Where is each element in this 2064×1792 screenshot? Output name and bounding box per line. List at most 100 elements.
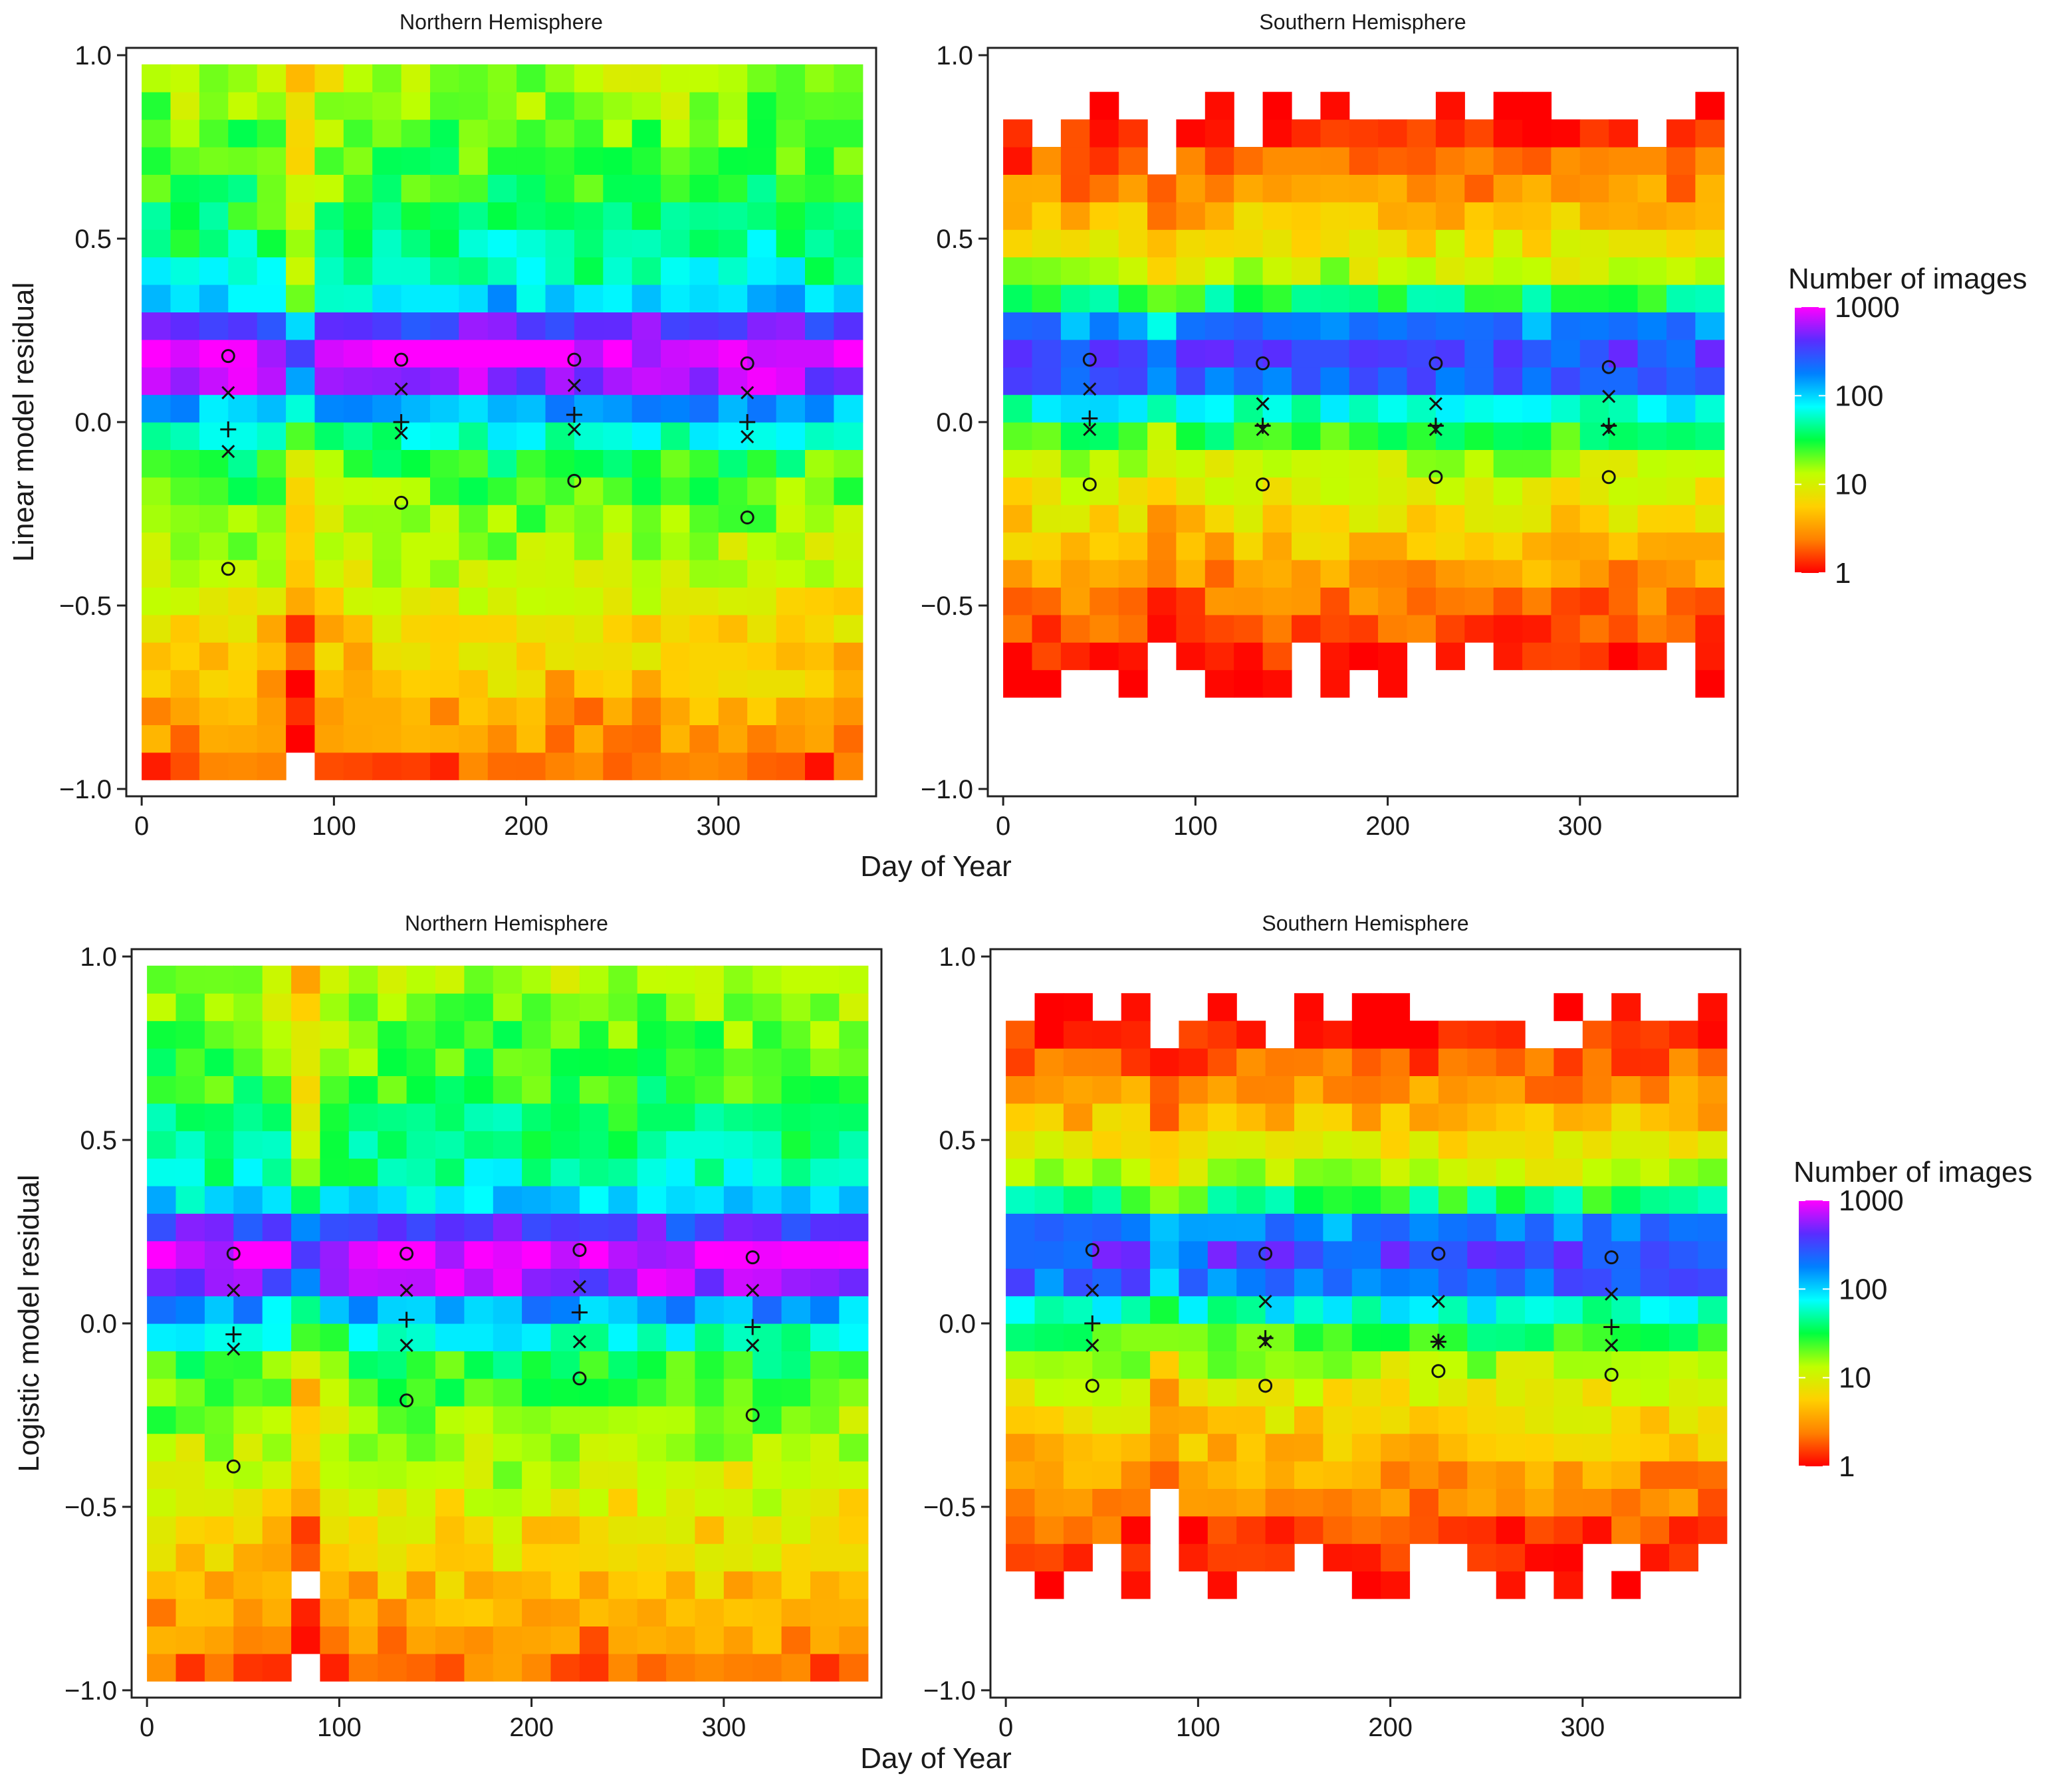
heatmap-cell xyxy=(147,1626,177,1654)
heatmap-cell xyxy=(343,312,373,340)
heatmap-cell xyxy=(1092,1295,1122,1324)
heatmap-cell xyxy=(493,1571,522,1599)
heatmap-cell xyxy=(291,1131,321,1159)
heatmap-cell xyxy=(1582,1075,1612,1104)
heatmap-cell xyxy=(291,1020,321,1049)
heatmap-cell xyxy=(320,1213,350,1242)
heatmap-cell xyxy=(574,229,604,258)
heatmap-cell xyxy=(401,697,431,725)
heatmap-cell xyxy=(661,449,691,478)
y-tick-label: 0.5 xyxy=(939,1126,976,1155)
heatmap-cell xyxy=(1063,993,1093,1022)
heatmap-cell xyxy=(781,1131,811,1159)
heatmap-cell xyxy=(320,1323,350,1351)
heatmap-cell xyxy=(1525,1186,1555,1214)
heatmap-cell xyxy=(1349,477,1379,505)
heatmap-cell xyxy=(175,1406,205,1434)
heatmap-cell xyxy=(401,174,431,203)
heatmap-cell xyxy=(545,560,575,588)
heatmap-cell xyxy=(1323,1048,1353,1076)
heatmap-cell xyxy=(435,1323,465,1351)
heatmap-cell xyxy=(1637,229,1667,258)
heatmap-cell xyxy=(1179,1351,1208,1379)
heatmap-cell xyxy=(1034,1240,1064,1269)
heatmap-cell xyxy=(204,1295,234,1324)
heatmap-cell xyxy=(550,1020,580,1049)
heatmap-cell xyxy=(579,1626,609,1654)
heatmap-cell xyxy=(631,339,661,368)
y-tick-label: 1.0 xyxy=(80,943,117,972)
heatmap-cell xyxy=(1294,1186,1323,1214)
heatmap-cell xyxy=(1236,1515,1266,1544)
heatmap-cell xyxy=(516,367,546,395)
heatmap-cell xyxy=(1176,147,1206,175)
heatmap-cell xyxy=(1292,367,1321,395)
heatmap-cell xyxy=(1207,1020,1237,1049)
heatmap-cell xyxy=(1147,229,1177,258)
heatmap-cell xyxy=(459,697,489,725)
heatmap-cell xyxy=(291,1543,321,1572)
heatmap-cell xyxy=(262,1351,292,1379)
heatmap-cell xyxy=(810,1075,840,1104)
heatmap-cell xyxy=(493,965,522,994)
heatmap-cell xyxy=(1351,1131,1381,1159)
heatmap-cell xyxy=(348,1295,378,1324)
heatmap-cell xyxy=(550,1213,580,1242)
heatmap-cell xyxy=(170,367,200,395)
heatmap-cell xyxy=(1611,1103,1641,1131)
heatmap-cell xyxy=(1522,587,1552,616)
heatmap-cell xyxy=(574,560,604,588)
heatmap-cell xyxy=(1204,174,1234,203)
heatmap-cell xyxy=(1292,284,1321,312)
heatmap-cell xyxy=(1179,1103,1208,1131)
heatmap-cell xyxy=(233,1186,263,1214)
heatmap-cell xyxy=(1640,1213,1670,1242)
heatmap-cell xyxy=(666,1378,696,1406)
heatmap-cell xyxy=(464,1461,494,1489)
heatmap-cell xyxy=(834,449,863,478)
circle-marker xyxy=(740,356,754,371)
heatmap-cell xyxy=(1666,147,1696,175)
heatmap-cell xyxy=(752,1020,782,1049)
heatmap-cell xyxy=(1640,1186,1670,1214)
heatmap-cell xyxy=(776,587,806,616)
heatmap-cell xyxy=(464,1323,494,1351)
heatmap-cell xyxy=(1176,257,1206,285)
heatmap-cell xyxy=(378,1378,407,1406)
heatmap-cell xyxy=(1176,422,1206,450)
heatmap-cell xyxy=(1640,1020,1670,1049)
heatmap-cell xyxy=(487,560,517,588)
heatmap-cell xyxy=(1637,174,1667,203)
heatmap-cell xyxy=(661,92,691,120)
heatmap-cell xyxy=(1150,1131,1180,1159)
heatmap-cell xyxy=(493,1599,522,1626)
heatmap-cell xyxy=(805,119,834,148)
heatmap-cell xyxy=(435,1158,465,1186)
heatmap-cell xyxy=(199,312,229,340)
heatmap-cell xyxy=(752,993,782,1022)
heatmap-cell xyxy=(1669,1488,1698,1517)
heatmap-cell xyxy=(378,1433,407,1462)
heatmap-cell xyxy=(1003,422,1033,450)
heatmap-cell xyxy=(1438,1378,1468,1406)
heatmap-cell xyxy=(1089,229,1119,258)
heatmap-cell xyxy=(805,257,834,285)
heatmap-cell xyxy=(689,752,719,780)
heatmap-cell xyxy=(1032,339,1062,368)
heatmap-cell xyxy=(545,284,575,312)
heatmap-cell xyxy=(199,449,229,478)
heatmap-cell xyxy=(1118,119,1148,148)
heatmap-cell xyxy=(1323,1075,1353,1104)
plus-marker xyxy=(1430,1333,1446,1350)
heatmap-cell xyxy=(378,1323,407,1351)
heatmap-cell xyxy=(378,965,407,994)
heatmap-cell xyxy=(661,669,691,698)
heatmap-cell xyxy=(286,560,316,588)
heatmap-cell xyxy=(1092,1433,1122,1462)
heatmap-cell xyxy=(435,1268,465,1297)
heatmap-cell xyxy=(435,1103,465,1131)
heatmap-cell xyxy=(810,1158,840,1186)
heatmap-cell xyxy=(1698,1515,1728,1544)
heatmap-cell xyxy=(1234,504,1264,533)
heatmap-cell xyxy=(695,1131,725,1159)
